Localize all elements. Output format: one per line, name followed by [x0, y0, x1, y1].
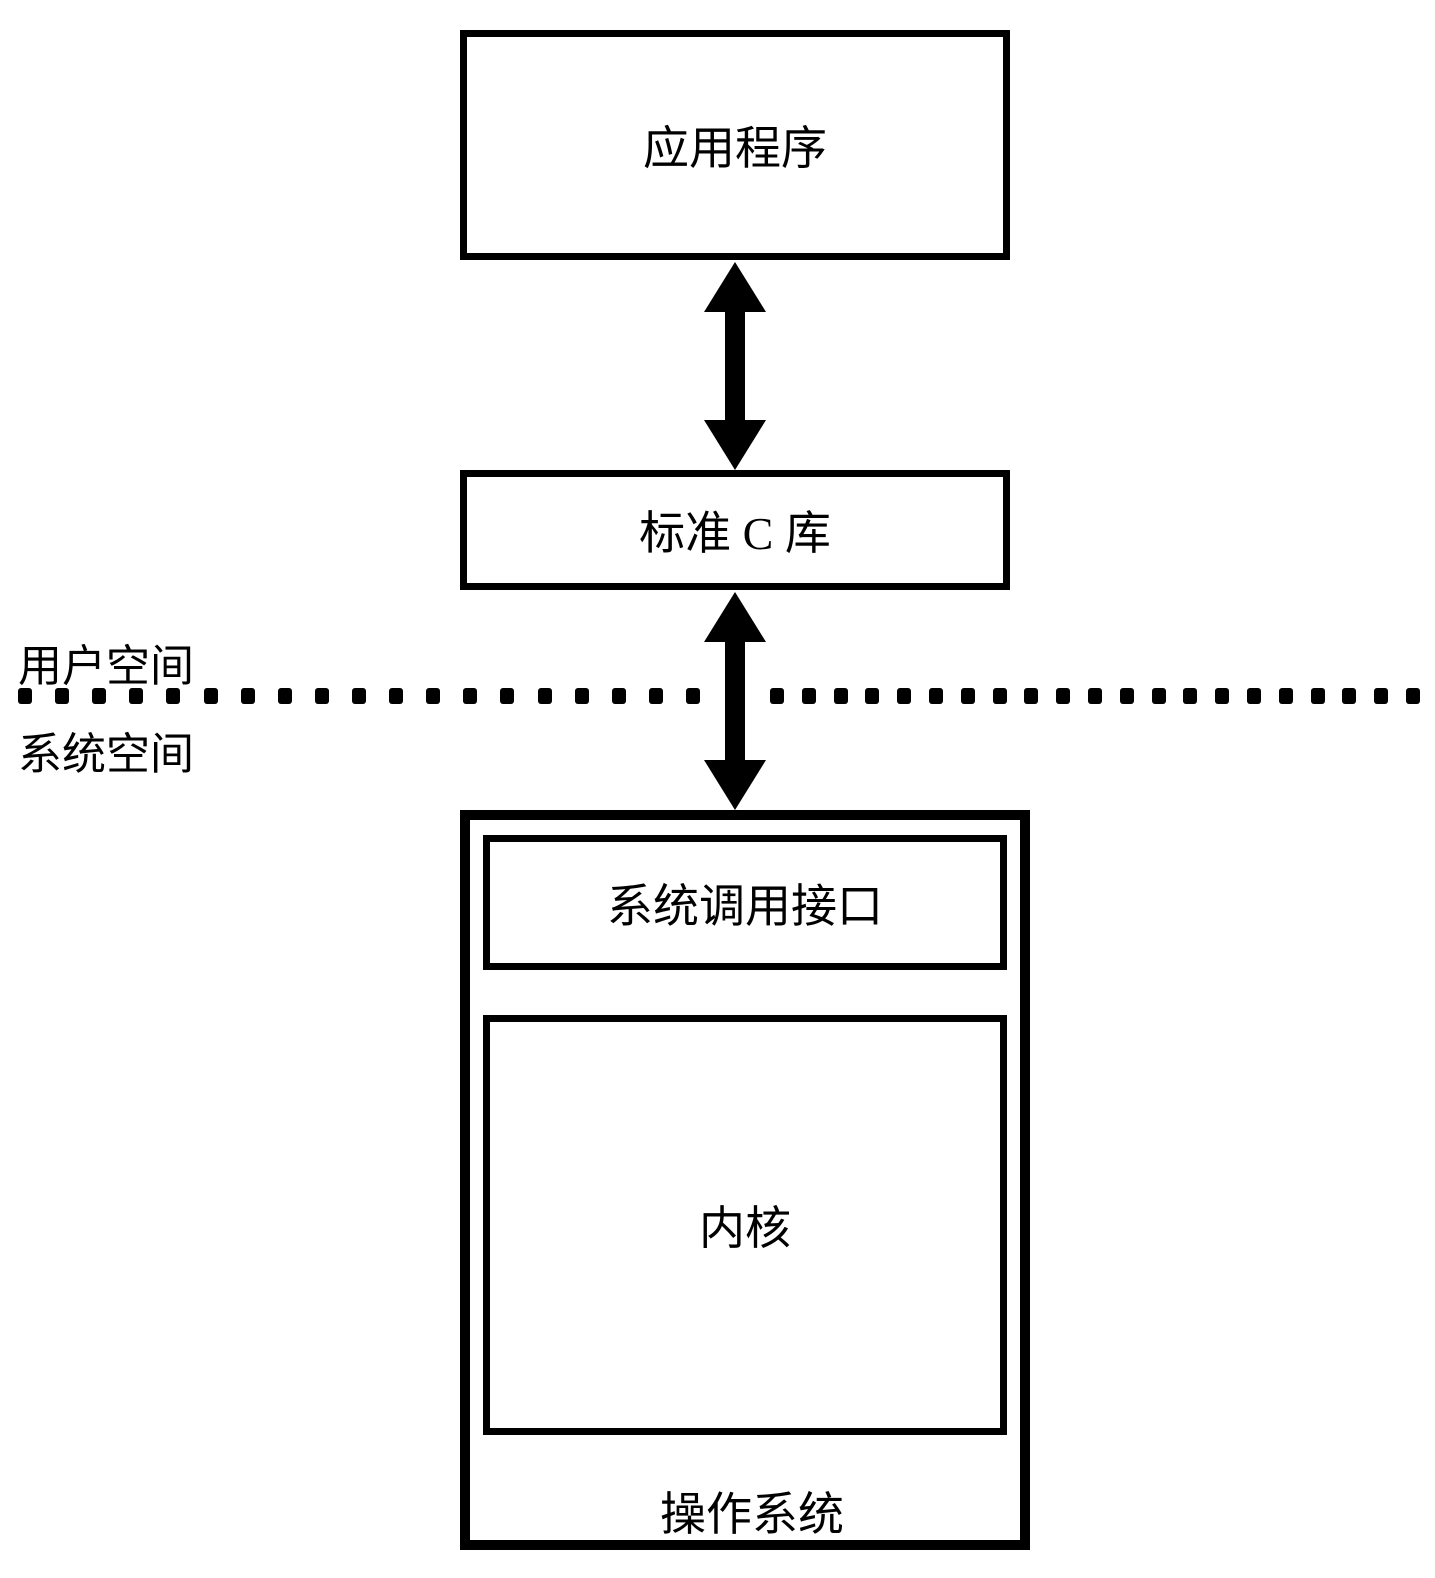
divider-dot [1152, 688, 1166, 704]
label-application: 应用程序 [643, 112, 827, 178]
divider-dot [315, 688, 329, 704]
arrow-libc-syscall-head-down [704, 760, 766, 810]
divider-dot [686, 688, 700, 704]
arrow-app-libc-shaft [725, 310, 745, 422]
divider-dot [961, 688, 975, 704]
divider-dot [55, 688, 69, 704]
divider-dot [929, 688, 943, 704]
label-libc: 标准 C 库 [639, 497, 831, 563]
divider-dot [865, 688, 879, 704]
diagram-canvas: { "diagram": { "type": "flowchart", "bac… [0, 0, 1435, 1578]
divider-dot [1088, 688, 1102, 704]
divider-dot [18, 688, 32, 704]
label-system-space: 系统空间 [18, 718, 194, 782]
divider-dot [1183, 688, 1197, 704]
divider-dot [612, 688, 626, 704]
divider-dot [1215, 688, 1229, 704]
divider-dot [166, 688, 180, 704]
label-kernel: 内核 [699, 1192, 791, 1258]
arrow-libc-syscall-shaft [725, 640, 745, 762]
divider-dot [649, 688, 663, 704]
divider-dot [770, 688, 784, 704]
label-syscall-interface: 系统调用接口 [607, 870, 883, 936]
divider-dot [1374, 688, 1388, 704]
divider-dot [1120, 688, 1134, 704]
box-libc: 标准 C 库 [460, 470, 1010, 590]
label-operating-system: 操作系统 [660, 1478, 844, 1544]
box-syscall-interface: 系统调用接口 [483, 835, 1007, 970]
divider-dot [241, 688, 255, 704]
divider-dot [500, 688, 514, 704]
divider-dot [129, 688, 143, 704]
divider-dot [92, 688, 106, 704]
divider-dot [834, 688, 848, 704]
label-user-space: 用户空间 [18, 630, 194, 694]
divider-dot [575, 688, 589, 704]
divider-dot [802, 688, 816, 704]
divider-dot [1311, 688, 1325, 704]
divider-dot [389, 688, 403, 704]
divider-dot [278, 688, 292, 704]
divider-dot [352, 688, 366, 704]
arrow-app-libc-head-up [704, 262, 766, 312]
divider-dot [463, 688, 477, 704]
divider-dot [538, 688, 552, 704]
divider-dots-right [770, 688, 1420, 704]
divider-dot [1342, 688, 1356, 704]
divider-dot [1024, 688, 1038, 704]
box-application: 应用程序 [460, 30, 1010, 260]
divider-dot [1247, 688, 1261, 704]
divider-dot [204, 688, 218, 704]
divider-dots-left [18, 688, 700, 704]
divider-dot [1056, 688, 1070, 704]
divider-dot [993, 688, 1007, 704]
arrow-app-libc-head-down [704, 420, 766, 470]
divider-dot [897, 688, 911, 704]
divider-dot [1279, 688, 1293, 704]
divider-dot [426, 688, 440, 704]
arrow-libc-syscall-head-up [704, 592, 766, 642]
box-kernel: 内核 [483, 1015, 1007, 1435]
divider-dot [1406, 688, 1420, 704]
